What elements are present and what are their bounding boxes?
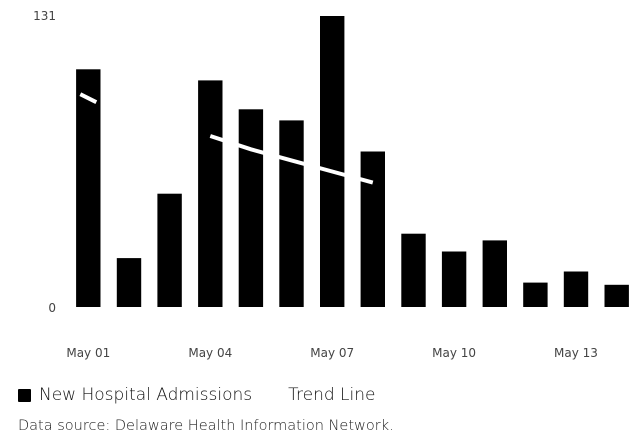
trend-line-segment	[79, 92, 98, 104]
bar-may-09[interactable]	[401, 233, 426, 307]
y-axis-ticks: 0 131	[33, 9, 56, 315]
bar-may-11[interactable]	[482, 240, 507, 307]
bar-may-07[interactable]	[320, 16, 345, 307]
x-tick-label: May 07	[310, 346, 354, 360]
bar-may-04[interactable]	[198, 80, 223, 308]
bar-may-06[interactable]	[279, 120, 304, 308]
legend-label-admissions: New Hospital Admissions	[39, 385, 253, 405]
bar-may-02[interactable]	[116, 258, 142, 307]
bar-may-12[interactable]	[523, 282, 548, 307]
bar-may-03[interactable]	[157, 193, 182, 307]
bar-may-05[interactable]	[238, 109, 264, 307]
admissions-chart: 0 131 May 01 May 04 May 07 May 10 May 13	[33, 9, 629, 360]
legend: New Hospital Admissions Trend Line	[18, 384, 411, 406]
x-axis-ticks: May 01 May 04 May 07 May 10 May 13	[66, 346, 598, 360]
legend-swatch-admissions	[18, 388, 31, 402]
data-source-note: Data source: Delaware Health Information…	[18, 418, 394, 434]
x-tick-label: May 13	[554, 346, 598, 360]
trend-line-segment	[209, 134, 374, 185]
legend-item-admissions[interactable]: New Hospital Admissions	[18, 385, 252, 405]
legend-item-trend[interactable]: Trend Line	[288, 385, 375, 405]
bar-may-08[interactable]	[360, 151, 385, 308]
bars-group	[76, 16, 629, 308]
legend-label-trend: Trend Line	[288, 385, 376, 405]
bar-may-13[interactable]	[563, 271, 589, 308]
trend-line-group	[79, 92, 374, 185]
bar-may-01[interactable]	[76, 69, 101, 307]
y-tick-label: 0	[48, 301, 56, 315]
x-tick-label: May 01	[66, 346, 110, 360]
x-tick-label: May 10	[432, 346, 476, 360]
y-tick-label: 131	[33, 9, 56, 23]
bar-may-14[interactable]	[604, 284, 629, 307]
bar-may-10[interactable]	[441, 251, 467, 308]
x-tick-label: May 04	[188, 346, 232, 360]
chart-area: 0 131 May 01 May 04 May 07 May 10 May 13	[33, 9, 629, 360]
